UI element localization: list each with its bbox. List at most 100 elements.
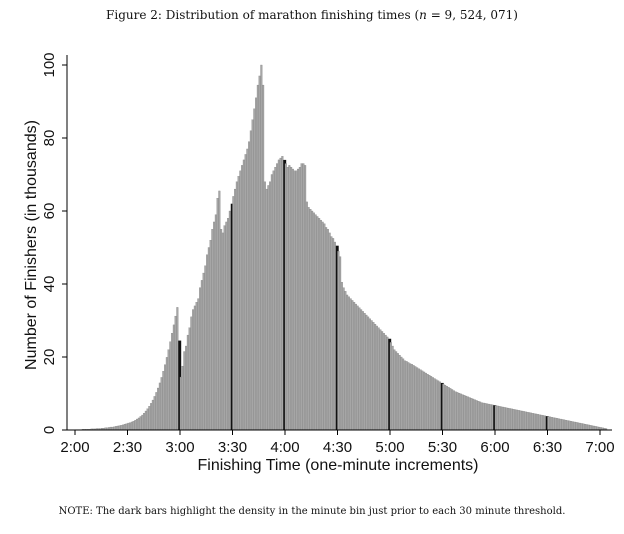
bar — [353, 302, 356, 431]
bar — [435, 379, 438, 431]
bar — [473, 399, 476, 431]
bar — [297, 168, 300, 431]
bar — [382, 333, 385, 431]
bar — [244, 154, 247, 431]
bar — [328, 232, 331, 431]
caption-prefix: Figure 2: Distribution of marathon finis… — [106, 8, 420, 22]
bar — [211, 229, 214, 431]
bar — [451, 389, 454, 431]
bar — [377, 327, 380, 431]
bar — [358, 307, 361, 431]
bar — [228, 210, 231, 431]
bar — [309, 209, 312, 431]
bar — [339, 256, 342, 431]
bar — [274, 167, 277, 431]
bar — [286, 167, 289, 431]
x-tick-label: 6:00 — [480, 439, 509, 456]
bar — [512, 409, 515, 431]
bar — [169, 341, 172, 431]
bar — [505, 407, 508, 431]
bar — [214, 214, 217, 431]
bar — [445, 386, 448, 431]
axes-group — [66, 55, 612, 431]
bar — [461, 394, 464, 431]
bar — [218, 190, 221, 431]
bar — [438, 381, 441, 431]
bar — [251, 119, 254, 431]
bar — [351, 300, 354, 431]
bar — [556, 418, 559, 431]
bar — [409, 363, 412, 431]
bar — [246, 148, 249, 431]
bar — [295, 170, 298, 431]
bar — [456, 392, 459, 431]
x-tick-label: 6:30 — [533, 439, 562, 456]
bar — [190, 316, 193, 431]
bar — [347, 296, 350, 431]
bar — [132, 421, 135, 431]
bar — [400, 356, 403, 431]
bar — [312, 212, 315, 431]
bar — [374, 323, 377, 431]
bar — [412, 365, 415, 431]
bar — [242, 159, 245, 431]
x-tick-label: 3:30 — [218, 439, 247, 456]
bar — [463, 395, 466, 431]
bar — [167, 349, 170, 431]
bar — [258, 75, 261, 431]
bar — [381, 331, 384, 431]
bar — [568, 420, 571, 431]
bar — [498, 406, 501, 431]
highlight-bar — [178, 340, 182, 430]
bar — [267, 185, 270, 431]
bar — [181, 365, 184, 431]
bar — [573, 421, 576, 431]
bar — [298, 167, 301, 431]
bar — [361, 311, 364, 431]
bar — [535, 413, 538, 431]
highlight-bar — [388, 338, 392, 430]
bar — [225, 221, 228, 431]
bar — [360, 309, 363, 431]
y-tick-label: 60 — [41, 203, 58, 220]
bar — [529, 412, 532, 431]
bar — [375, 325, 378, 431]
bar — [293, 170, 296, 431]
bar — [139, 416, 142, 431]
bar — [323, 223, 326, 431]
bar — [188, 327, 191, 431]
bar — [437, 380, 440, 431]
bar — [528, 412, 531, 431]
bar — [515, 409, 518, 431]
bar — [477, 401, 480, 431]
x-tick-label: 4:00 — [270, 439, 299, 456]
bar — [468, 397, 471, 431]
bar — [305, 201, 308, 431]
bar — [284, 163, 287, 431]
bar — [248, 141, 251, 431]
bar — [585, 424, 588, 431]
x-tick-label: 2:30 — [113, 439, 142, 456]
bar — [136, 418, 139, 431]
bar — [141, 414, 144, 431]
bar — [494, 405, 497, 431]
bar — [120, 425, 123, 431]
bar — [484, 403, 487, 431]
bar — [164, 364, 167, 431]
bar — [204, 265, 207, 431]
bar — [426, 373, 429, 431]
bar — [416, 367, 419, 431]
bar — [134, 419, 137, 431]
bar — [589, 425, 592, 431]
bar — [466, 396, 469, 431]
bar — [270, 174, 273, 431]
bar — [277, 159, 280, 431]
bar — [550, 417, 553, 431]
bar — [193, 305, 196, 431]
bar — [153, 396, 156, 431]
bar — [452, 390, 455, 431]
bar — [227, 218, 230, 431]
bar — [564, 419, 567, 431]
bars-group — [74, 64, 608, 431]
